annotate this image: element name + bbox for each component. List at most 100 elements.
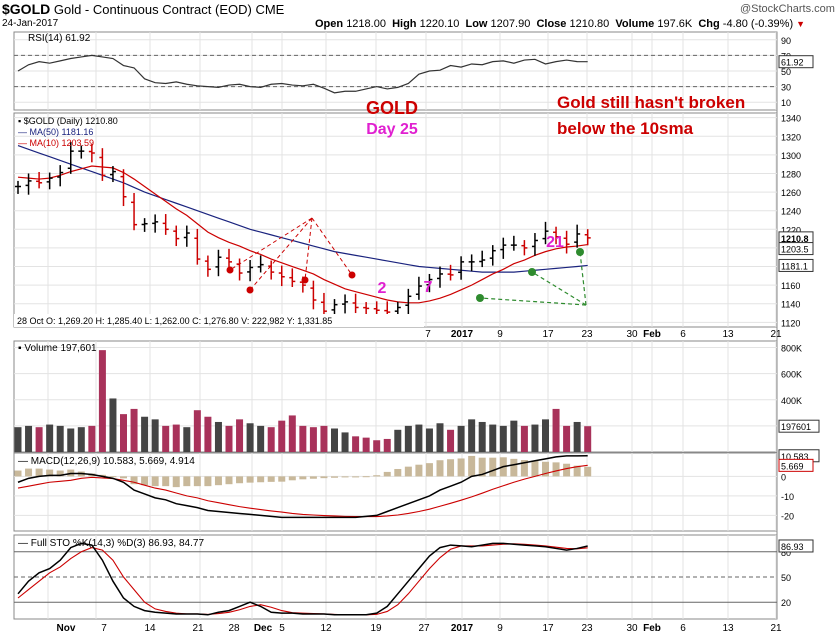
volume-bar — [309, 427, 317, 452]
close-label: Close — [536, 18, 567, 30]
macd-histogram-bar — [246, 476, 254, 483]
volume-bar — [563, 425, 571, 452]
volume-bar — [436, 423, 444, 452]
x-axis-label: Feb — [643, 623, 661, 634]
brand-logo: @StockCharts.com — [740, 3, 835, 15]
exchange: CME — [255, 2, 285, 17]
volume-bar — [130, 408, 138, 452]
volume-bar — [46, 424, 54, 452]
volume-bar — [383, 438, 391, 452]
macd-histogram-bar — [542, 461, 549, 477]
red-dashed-arrow — [311, 217, 353, 276]
volume-bar — [531, 424, 539, 452]
macd-histogram-bar — [520, 460, 528, 477]
macd-histogram-bar — [373, 475, 381, 477]
x-axis-label: 2017 — [451, 623, 474, 634]
macd-line — [17, 455, 588, 519]
macd-histogram-bar — [531, 460, 539, 477]
price-tick-label: 1160 — [781, 281, 800, 291]
price-tag — [778, 242, 814, 256]
rsi-title: RSI(14) 61.92 — [28, 33, 91, 44]
red-arrow-head — [348, 271, 356, 279]
sto-tick-label: 20 — [781, 598, 791, 608]
price-xtick: 2017 — [451, 329, 474, 340]
volume-bar — [120, 414, 127, 452]
volume-bar — [520, 425, 528, 452]
volume-bar — [373, 440, 381, 452]
volume-bar — [425, 428, 433, 452]
volume-bar — [320, 425, 328, 452]
volume-bar — [257, 425, 265, 452]
rsi-tick-label: 50 — [781, 67, 791, 77]
high-label: High — [392, 18, 417, 30]
macd-histogram-bar — [468, 455, 476, 477]
volume-title: ▪ Volume 197,601 — [18, 343, 97, 354]
annotation-count-2: 2 — [378, 280, 387, 297]
open-label: Open — [315, 18, 344, 30]
green-arrow-head — [476, 294, 484, 302]
volume-bar — [489, 424, 497, 452]
volume-bar — [35, 427, 43, 452]
x-axis-label: 30 — [626, 623, 638, 634]
volume-bar — [573, 421, 581, 452]
volume-bar — [584, 426, 592, 452]
volume-bar — [25, 425, 33, 452]
macd-histogram-bar — [278, 476, 286, 482]
price-xtick: 13 — [722, 329, 734, 340]
volume-bar — [14, 427, 22, 452]
green-dashed-arrow — [531, 271, 587, 306]
price-tag-label: 1203.5 — [781, 245, 809, 255]
green-dashed-arrow — [579, 251, 587, 306]
signal-last-label: 5.669 — [781, 461, 804, 471]
macd-histogram-bar — [151, 476, 159, 487]
volume-bar — [88, 425, 96, 452]
price-tag-label: 1181.1 — [781, 261, 808, 271]
rsi-last-tag — [778, 55, 814, 69]
macd-histogram-bar — [14, 470, 22, 477]
price-tick-label: 1300 — [781, 151, 801, 161]
x-axis-label: 19 — [370, 623, 382, 634]
contract-name: Gold - Continuous Contract (EOD) — [53, 2, 252, 17]
red-dashed-arrow — [229, 217, 313, 271]
volume-bar — [246, 423, 254, 452]
macd-histogram-bar — [141, 476, 149, 486]
x-axis-label: 5 — [279, 623, 285, 634]
volume-bar — [109, 398, 117, 452]
annotation-note-1: Gold still hasn't broken — [557, 93, 745, 112]
macd-histogram-bar — [162, 476, 170, 487]
price-panel — [13, 112, 778, 328]
chg-value: -4.80 (-0.39%) — [722, 18, 794, 30]
macd-tick-label: -10 — [781, 492, 794, 502]
x-axis-label: 12 — [320, 623, 332, 634]
macd-histogram-bar — [362, 476, 370, 478]
volume-bar — [510, 420, 518, 452]
macd-histogram-bar — [331, 476, 338, 478]
macd-histogram-bar — [120, 476, 127, 479]
price-xtick: 17 — [542, 329, 554, 340]
x-axis-label: Dec — [254, 623, 273, 634]
sto-title: — Full STO %K(14,3) %D(3) 86.93, 84.77 — [18, 538, 204, 549]
volume-bar — [468, 419, 476, 452]
price-xtick: 21 — [770, 329, 782, 340]
volume-tick-label: 800K — [781, 344, 802, 354]
annotation-day: Day 25 — [366, 121, 418, 138]
chart-date: 24-Jan-2017 — [2, 18, 59, 29]
price-xtick: 7 — [425, 329, 431, 340]
macd-histogram-bar — [320, 476, 328, 479]
volume-label: Volume — [615, 18, 655, 30]
macd-histogram-bar — [436, 460, 444, 477]
price-tick-label: 1240 — [781, 207, 801, 217]
crosshair-box — [14, 314, 424, 327]
volume-bar — [162, 425, 170, 452]
price-xtick: Feb — [643, 329, 661, 340]
macd-histogram-bar — [193, 476, 201, 487]
signal-last-tag — [778, 458, 814, 472]
x-axis-label: 28 — [228, 623, 240, 634]
macd-histogram-bar — [552, 462, 560, 477]
volume-tick-label: 600K — [781, 370, 802, 380]
volume-bar — [552, 408, 560, 452]
volume-bar — [341, 432, 349, 452]
volume-bar — [288, 415, 296, 452]
macd-histogram-bar — [130, 476, 138, 485]
